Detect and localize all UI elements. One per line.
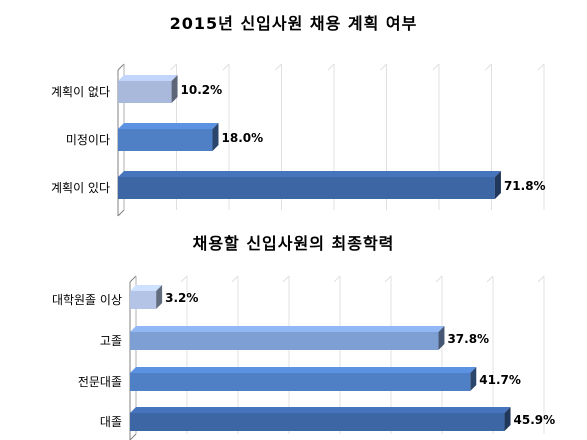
- data-label: 3.2%: [165, 291, 198, 305]
- gridline-depth: [275, 63, 282, 71]
- bar-side-face: [156, 285, 163, 309]
- bar-chart-hiring-plan: 계획이 없다 10.2% 미정이다 18.0% 계획이 있다 71.8%: [51, 63, 546, 217]
- gridline-depth: [432, 63, 440, 71]
- gridline-depth: [485, 63, 492, 71]
- bar-side-face: [212, 123, 219, 151]
- category-label: 대학원졸 이상: [52, 293, 122, 307]
- bar-top-face: [118, 75, 178, 81]
- gridline-depth: [180, 275, 188, 283]
- gridline-depth: [384, 275, 392, 283]
- bar: [118, 177, 495, 199]
- bar-top-face: [118, 123, 219, 129]
- category-label: 대졸: [100, 415, 122, 429]
- chart-title-education: 채용할 신입사원의 최종학력: [192, 234, 395, 253]
- bar-side-face: [494, 171, 501, 199]
- bar-side-face: [470, 367, 477, 391]
- data-label: 37.8%: [447, 332, 489, 346]
- bar: [130, 291, 157, 309]
- bar: [118, 81, 172, 103]
- axis-depth-top: [117, 63, 125, 71]
- bar-top-face: [130, 367, 477, 373]
- bar-side-face: [171, 75, 178, 103]
- gridline-depth: [537, 63, 545, 71]
- data-label: 45.9%: [514, 413, 556, 427]
- data-label: 10.2%: [181, 83, 223, 97]
- gridline-depth: [537, 275, 545, 283]
- category-label: 미정이다: [66, 133, 110, 147]
- axis-depth-bottom: [129, 433, 137, 440]
- gridline-depth: [333, 275, 341, 283]
- bar-top-face: [118, 171, 501, 177]
- gridline-depth: [486, 275, 494, 283]
- gridline-depth: [327, 63, 335, 71]
- gridline-depth: [380, 63, 387, 71]
- bar: [130, 332, 439, 350]
- gridline-depth: [170, 63, 177, 71]
- data-label: 71.8%: [504, 179, 546, 193]
- axis-depth-bottom: [117, 209, 125, 217]
- category-label: 고졸: [100, 334, 122, 348]
- data-label: 41.7%: [479, 373, 521, 387]
- bar-side-face: [438, 326, 445, 350]
- category-label: 계획이 있다: [51, 181, 110, 195]
- gridline-depth: [222, 63, 230, 71]
- gridline-depth: [231, 275, 239, 283]
- bar: [130, 373, 471, 391]
- category-label: 계획이 없다: [51, 85, 110, 99]
- bar-top-face: [130, 285, 163, 291]
- bar-side-face: [504, 407, 511, 431]
- category-label: 전문대졸: [78, 375, 122, 389]
- chart-title-hiring-plan: 2015년 신입사원 채용 계획 여부: [169, 14, 418, 33]
- bar: [118, 129, 213, 151]
- bar: [130, 413, 505, 431]
- data-label: 18.0%: [222, 131, 264, 145]
- axis-depth-top: [129, 275, 137, 283]
- bar-top-face: [130, 407, 511, 413]
- gridline-depth: [282, 275, 290, 283]
- bar-top-face: [130, 326, 445, 332]
- gridline-depth: [435, 275, 443, 283]
